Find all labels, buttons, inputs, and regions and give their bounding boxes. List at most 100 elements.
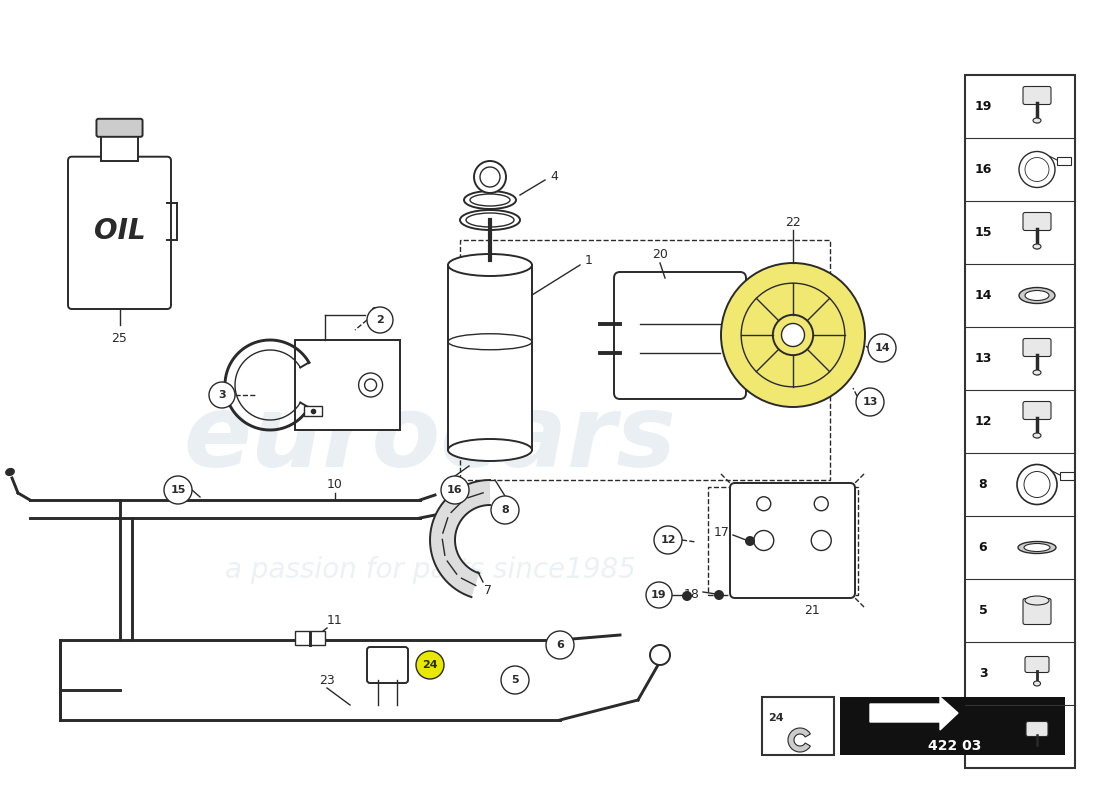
Circle shape [650, 645, 670, 665]
Ellipse shape [6, 468, 15, 476]
FancyBboxPatch shape [1023, 86, 1050, 105]
FancyBboxPatch shape [1025, 657, 1049, 673]
Circle shape [781, 323, 804, 346]
FancyBboxPatch shape [1023, 598, 1050, 625]
Text: 14: 14 [975, 289, 992, 302]
Ellipse shape [1018, 542, 1056, 554]
Ellipse shape [1033, 244, 1041, 249]
Text: 6: 6 [557, 640, 564, 650]
Text: 17: 17 [714, 526, 730, 539]
Text: 11: 11 [327, 614, 343, 626]
Text: 12: 12 [975, 415, 992, 428]
FancyBboxPatch shape [1023, 338, 1050, 357]
Text: 16: 16 [975, 163, 992, 176]
Text: 14: 14 [874, 343, 890, 353]
FancyBboxPatch shape [1026, 722, 1048, 737]
Ellipse shape [460, 210, 520, 230]
Text: 422 03: 422 03 [928, 739, 981, 753]
Polygon shape [870, 697, 958, 730]
Text: 16: 16 [448, 485, 463, 495]
Circle shape [720, 263, 865, 407]
Bar [295, 340, 400, 430]
Ellipse shape [1019, 287, 1055, 303]
Text: 3: 3 [218, 390, 226, 400]
Text: 8: 8 [502, 505, 509, 515]
Circle shape [646, 582, 672, 608]
Circle shape [546, 631, 574, 659]
Ellipse shape [1033, 433, 1041, 438]
Ellipse shape [1034, 681, 1041, 686]
FancyBboxPatch shape [68, 157, 170, 309]
Text: 21: 21 [804, 603, 820, 617]
Ellipse shape [1024, 543, 1050, 551]
Circle shape [654, 526, 682, 554]
Ellipse shape [1033, 118, 1041, 123]
FancyBboxPatch shape [730, 483, 855, 598]
Bar [762, 697, 834, 755]
Text: 7: 7 [484, 583, 492, 597]
Text: 12: 12 [660, 535, 675, 545]
Circle shape [745, 536, 755, 546]
Text: 8: 8 [979, 478, 988, 491]
Circle shape [164, 476, 192, 504]
FancyBboxPatch shape [97, 119, 143, 137]
Text: 13: 13 [975, 352, 992, 365]
Bar [448, 265, 532, 450]
Text: 3: 3 [979, 667, 988, 680]
Bar [1060, 471, 1074, 479]
Text: OIL: OIL [94, 217, 145, 245]
Text: 2: 2 [979, 730, 988, 743]
Text: 4: 4 [550, 170, 558, 183]
Ellipse shape [464, 191, 516, 209]
Text: 25: 25 [111, 331, 128, 345]
Text: 19: 19 [975, 100, 992, 113]
FancyBboxPatch shape [1023, 213, 1050, 230]
Circle shape [500, 666, 529, 694]
Bar [460, 240, 830, 480]
Circle shape [480, 167, 501, 187]
FancyBboxPatch shape [614, 272, 746, 399]
Circle shape [491, 496, 519, 524]
PathPatch shape [430, 480, 490, 597]
Text: 19: 19 [651, 590, 667, 600]
Ellipse shape [448, 254, 532, 276]
Circle shape [367, 307, 393, 333]
Text: 23: 23 [319, 674, 334, 686]
Bar [1057, 157, 1071, 165]
Text: 5: 5 [512, 675, 519, 685]
Text: 5: 5 [979, 604, 988, 617]
Bar [101, 135, 138, 161]
Text: 9: 9 [370, 306, 378, 318]
Bar [965, 75, 1075, 768]
Ellipse shape [1025, 290, 1049, 301]
Text: 6: 6 [979, 541, 988, 554]
Text: a passion for parts since1985: a passion for parts since1985 [224, 556, 636, 584]
Text: 1: 1 [585, 254, 593, 266]
Circle shape [868, 334, 896, 362]
Text: 13: 13 [862, 397, 878, 407]
Text: 24: 24 [422, 660, 438, 670]
Circle shape [714, 590, 724, 600]
Ellipse shape [1033, 370, 1041, 375]
Ellipse shape [448, 439, 532, 461]
Bar [304, 406, 322, 415]
FancyBboxPatch shape [367, 647, 408, 683]
Circle shape [741, 283, 845, 387]
FancyBboxPatch shape [1023, 402, 1050, 419]
Circle shape [773, 315, 813, 355]
Circle shape [682, 591, 692, 601]
Wedge shape [788, 728, 811, 752]
Text: 24: 24 [768, 713, 783, 723]
Circle shape [856, 388, 884, 416]
Text: 15: 15 [975, 226, 992, 239]
Circle shape [416, 651, 444, 679]
Bar [708, 487, 858, 595]
Circle shape [209, 382, 235, 408]
Text: 18: 18 [684, 589, 700, 602]
Ellipse shape [1025, 596, 1049, 605]
Text: 10: 10 [327, 478, 343, 491]
Bar [840, 697, 1065, 755]
Text: 2: 2 [376, 315, 384, 325]
Circle shape [441, 476, 469, 504]
Circle shape [474, 161, 506, 193]
